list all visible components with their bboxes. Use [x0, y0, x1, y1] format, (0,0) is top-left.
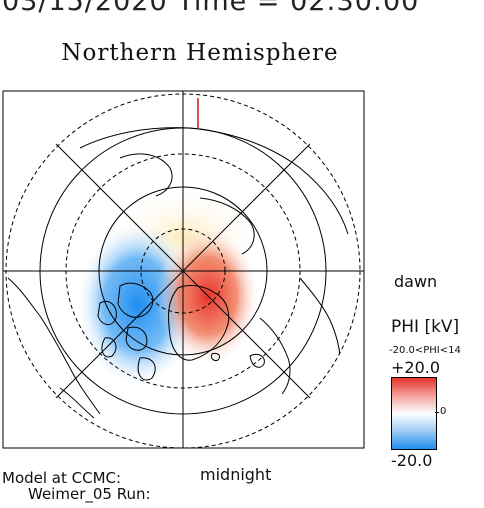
meridians [3, 91, 364, 448]
run-line: Weimer_05 Run: [28, 485, 151, 503]
colorbar-max-label: +20.0 [391, 358, 441, 377]
dawn-label: dawn [394, 272, 438, 291]
model-line: Model at CCMC: [2, 469, 122, 487]
hemisphere-title: Northern Hemisphere [61, 40, 339, 66]
colorbar-min-label: -20.0 [391, 451, 433, 470]
coastlines [7, 98, 349, 419]
colorbar-range: -20.0<PHI<14 [389, 345, 461, 356]
polar-map [2, 90, 365, 449]
colorbar [391, 377, 437, 450]
colorbar-title: PHI [kV] [391, 317, 460, 337]
colorbar-zero-tick [435, 412, 439, 413]
date-time-line: 03/15/2020 Time = 02:30:00 [2, 0, 420, 17]
midnight-label: midnight [200, 465, 272, 484]
colorbar-zero-label: 0 [440, 406, 447, 417]
